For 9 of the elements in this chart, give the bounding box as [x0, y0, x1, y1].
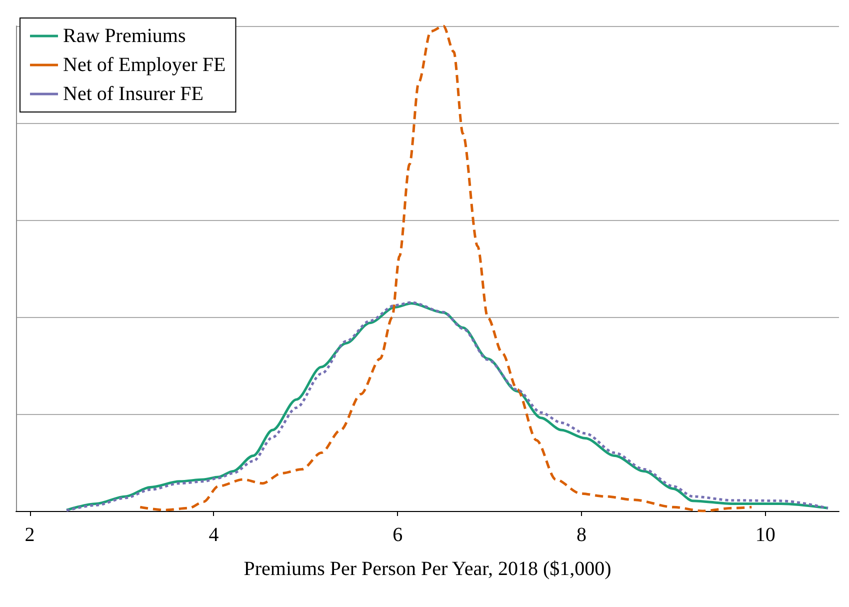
x-axis-title: Premiums Per Person Per Year, 2018 ($1,000)	[244, 558, 612, 580]
x-tick-label: 8	[576, 524, 587, 546]
legend-label: Net of Insurer FE	[63, 83, 204, 105]
legend-label: Net of Employer FE	[63, 54, 226, 76]
legend-label: Raw Premiums	[63, 25, 186, 47]
x-tick-label: 6	[392, 524, 403, 546]
x-tick-label: 10	[755, 524, 776, 546]
x-tick-label: 4	[208, 524, 219, 546]
x-tick-label: 2	[24, 524, 35, 546]
